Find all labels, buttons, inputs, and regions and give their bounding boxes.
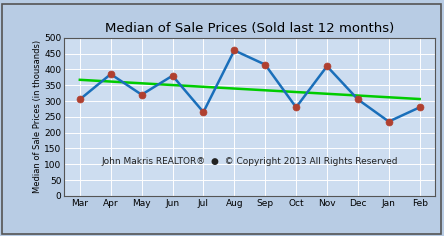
Text: John Makris REALTOR®  ●  © Copyright 2013 All Rights Reserved: John Makris REALTOR® ● © Copyright 2013 … — [102, 157, 398, 166]
Title: Median of Sale Prices (Sold last 12 months): Median of Sale Prices (Sold last 12 mont… — [105, 22, 394, 35]
Y-axis label: Median of Sale Prices (in thousands): Median of Sale Prices (in thousands) — [32, 40, 42, 193]
